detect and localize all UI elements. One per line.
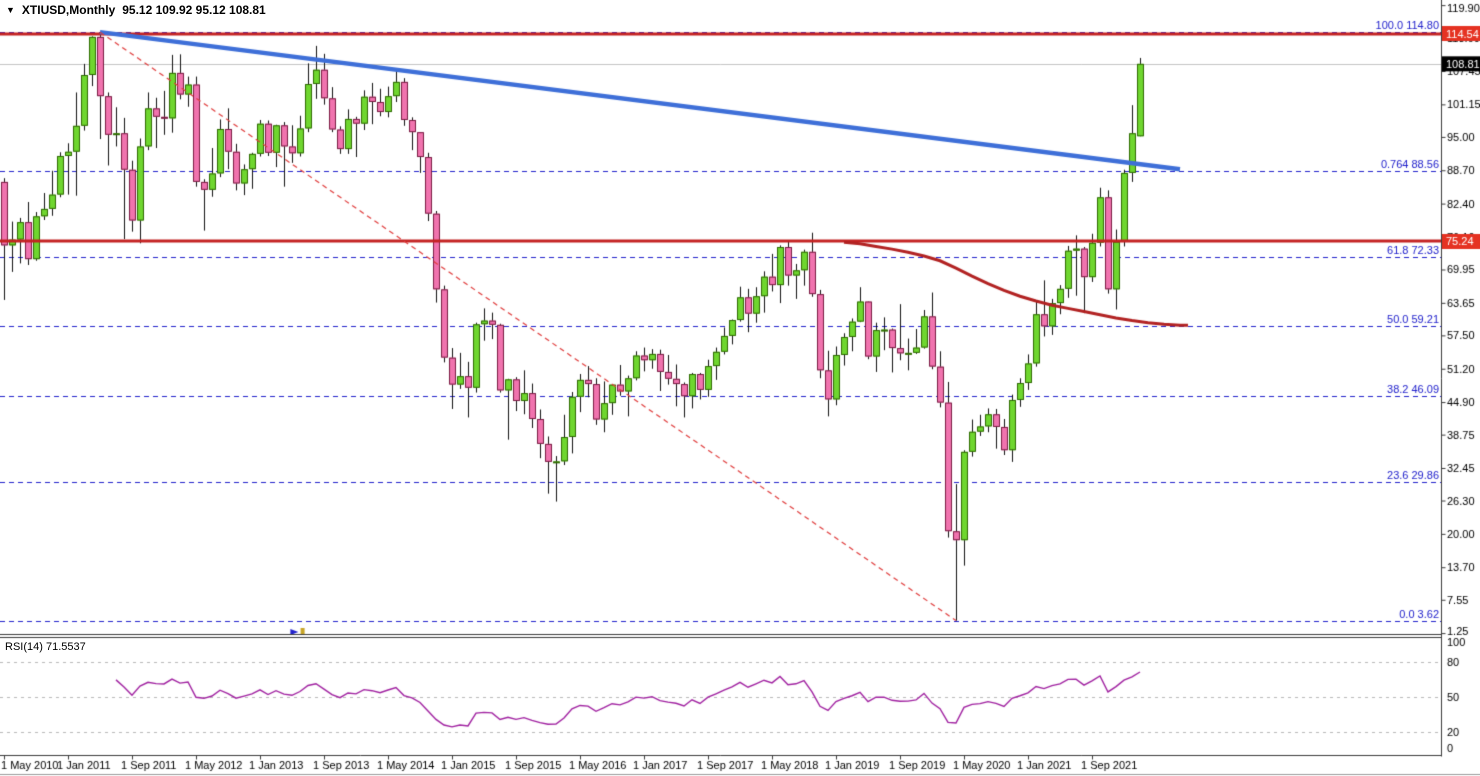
symbol-timeframe-label: XTIUSD,Monthly (21, 3, 116, 17)
chart-title-bar: ▼ XTIUSD,Monthly 95.12 109.92 95.12 108.… (6, 3, 266, 17)
symbol-dropdown-icon[interactable]: ▼ (6, 4, 15, 15)
rsi-indicator-label: RSI(14) 71.5537 (5, 641, 86, 653)
ohlc-values: 95.12 109.92 95.12 108.81 (122, 3, 266, 17)
